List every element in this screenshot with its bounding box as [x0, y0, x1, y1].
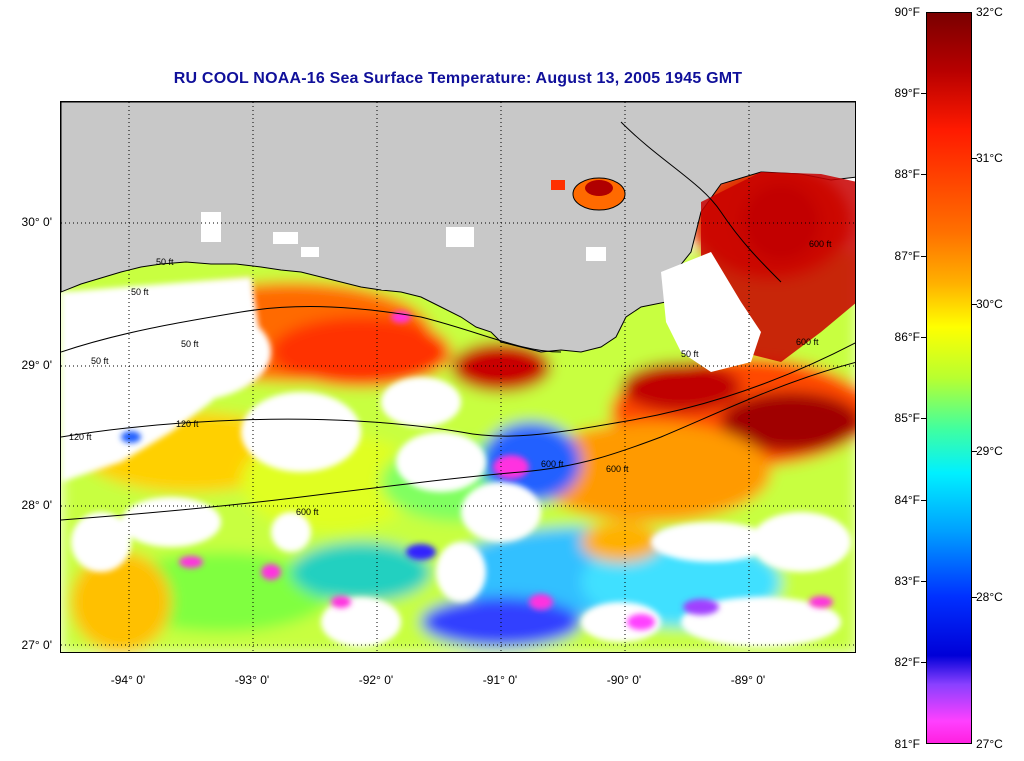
colorbar-c-label: 31°C	[976, 151, 1003, 165]
svg-text:600 ft: 600 ft	[796, 337, 819, 347]
colorbar-f-label: 83°F	[894, 574, 920, 588]
svg-text:600 ft: 600 ft	[809, 239, 832, 249]
colorbar-f-label: 89°F	[894, 86, 920, 100]
cold-speckles	[121, 311, 833, 630]
map-title: RU COOL NOAA-16 Sea Surface Temperature:…	[173, 70, 743, 87]
colorbar-f-label: 84°F	[894, 493, 920, 507]
svg-text:120 ft: 120 ft	[69, 432, 92, 442]
lat-label-29: 29° 0'	[21, 358, 52, 372]
colorbar-c-label: 27°C	[976, 737, 1003, 751]
colorbar-f-label: 82°F	[894, 655, 920, 669]
sst-image: 50 ft 50 ft 50 ft 50 ft 120 ft 120 ft 60…	[61, 102, 855, 652]
colorbar-c-label: 28°C	[976, 590, 1003, 604]
temperature-colorbar	[926, 12, 972, 744]
svg-text:50 ft: 50 ft	[131, 287, 149, 297]
bathymetry-contours	[61, 121, 855, 521]
svg-text:600 ft: 600 ft	[606, 464, 629, 474]
lon-label-89: -89° 0'	[730, 673, 766, 687]
lon-label-91: -91° 0'	[482, 673, 518, 687]
colorbar-f-label: 87°F	[894, 249, 920, 263]
colorbar-c-label: 29°C	[976, 444, 1003, 458]
contour-labels: 50 ft 50 ft 50 ft 50 ft 120 ft 120 ft 60…	[69, 239, 832, 517]
svg-text:50 ft: 50 ft	[181, 339, 199, 349]
colorbar-f-label: 81°F	[894, 737, 920, 751]
svg-text:50 ft: 50 ft	[91, 356, 109, 366]
svg-text:600 ft: 600 ft	[541, 459, 564, 469]
graticule	[61, 102, 855, 652]
lat-label-30: 30° 0'	[21, 215, 52, 229]
lon-label-93: -93° 0'	[234, 673, 270, 687]
lon-label-94: -94° 0'	[110, 673, 146, 687]
cloud-cover	[61, 277, 851, 647]
colorbar-f-label: 85°F	[894, 411, 920, 425]
colorbar-f-label: 86°F	[894, 330, 920, 344]
colorbar-c-label: 30°C	[976, 297, 1003, 311]
sst-map: 50 ft 50 ft 50 ft 50 ft 120 ft 120 ft 60…	[60, 101, 856, 653]
lon-label-90: -90° 0'	[606, 673, 642, 687]
svg-text:50 ft: 50 ft	[681, 349, 699, 359]
colorbar-f-label: 90°F	[894, 5, 920, 19]
lat-label-27: 27° 0'	[21, 638, 52, 652]
colorbar-c-label: 32°C	[976, 5, 1003, 19]
colorbar-f-label: 88°F	[894, 167, 920, 181]
svg-text:600 ft: 600 ft	[296, 507, 319, 517]
lon-label-92: -92° 0'	[358, 673, 394, 687]
svg-text:120 ft: 120 ft	[176, 419, 199, 429]
svg-text:50 ft: 50 ft	[156, 257, 174, 267]
lat-label-28: 28° 0'	[21, 498, 52, 512]
